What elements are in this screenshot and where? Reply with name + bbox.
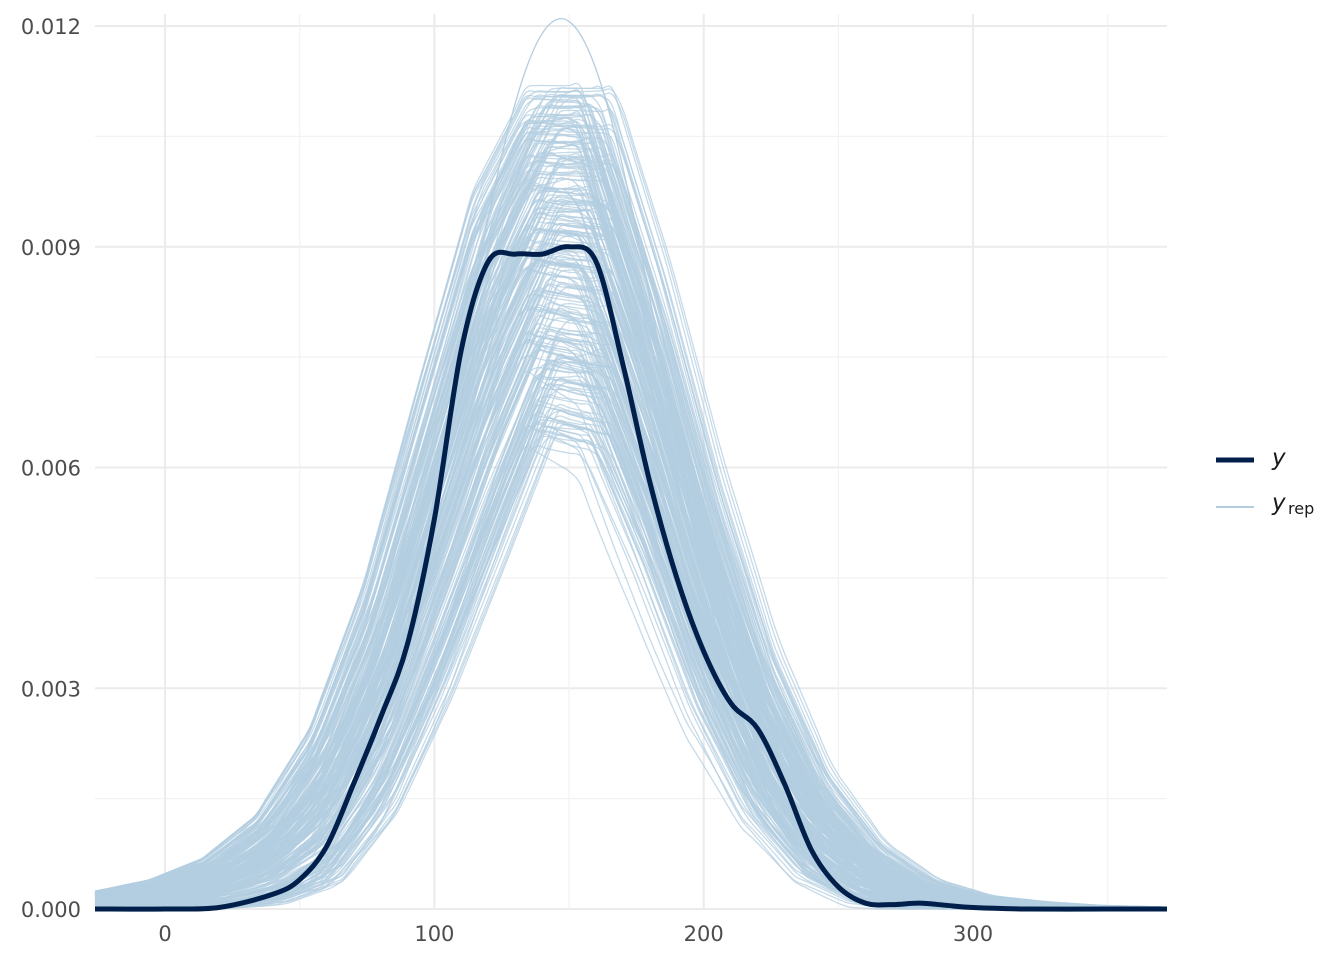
x-tick-label: 100	[414, 922, 454, 946]
y-series	[94, 244, 1167, 912]
y-rep-line	[94, 120, 1162, 909]
y-rep-line	[94, 255, 1162, 909]
y-rep-line	[94, 253, 1162, 909]
y-line	[94, 244, 1167, 912]
y-rep-line	[94, 331, 1162, 910]
y-rep-line	[94, 108, 1162, 908]
legend-label-y: y	[1271, 445, 1286, 471]
y-tick-label: 0.000	[21, 898, 81, 922]
axes: 0.000 0.003 0.006 0.009 0.012 0 100 200 300	[21, 15, 993, 946]
y-rep-line	[94, 256, 1162, 909]
x-tick-label: 300	[953, 922, 993, 946]
y-rep-line	[94, 255, 1162, 909]
legend-subscript-rep: rep	[1288, 499, 1314, 518]
x-tick-label: 200	[684, 922, 724, 946]
y-rep-line	[94, 254, 1162, 909]
y-rep-line	[94, 328, 1162, 910]
y-rep-line	[94, 137, 1162, 909]
y-tick-label: 0.009	[21, 236, 81, 260]
legend: yy rep	[1216, 445, 1314, 518]
y-tick-label: 0.006	[21, 457, 81, 481]
y-rep-series	[94, 17, 1162, 910]
y-tick-label: 0.012	[21, 15, 81, 39]
y-rep-line	[94, 254, 1162, 909]
y-rep-line	[94, 291, 1162, 910]
x-tick-label: 0	[158, 922, 171, 946]
y-rep-line	[94, 213, 1162, 909]
legend-label-y-rep: y	[1271, 490, 1286, 516]
y-rep-line	[94, 181, 1162, 909]
y-rep-line	[94, 114, 1162, 909]
y-tick-label: 0.003	[21, 677, 81, 701]
